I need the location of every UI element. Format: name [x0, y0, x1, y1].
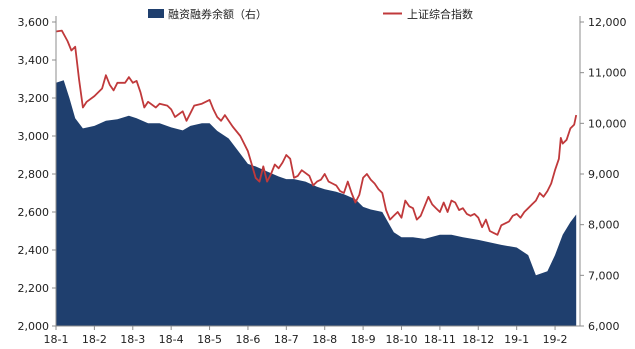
left-tick-label: 2,400 [18, 244, 50, 257]
legend-label-area: 融资融券余额（右） [168, 7, 267, 21]
right-tick-label: 11,000 [588, 67, 627, 80]
x-tick-label: 18-7 [274, 333, 299, 346]
right-tick-label: 7,000 [588, 269, 620, 282]
right-tick-label: 9,000 [588, 168, 620, 181]
axes-layer: 2,000 2,200 2,400 2,600 2,800 3,000 3,200 3,400… [18, 16, 627, 346]
right-tick-label: 6,000 [588, 320, 620, 333]
x-tick-label: 18-3 [120, 333, 145, 346]
legend-label-line: 上证综合指数 [407, 7, 473, 21]
left-tick-label: 2,000 [18, 320, 50, 333]
series-line-shanghai-index [55, 29, 578, 236]
x-tick-label: 18-6 [235, 333, 260, 346]
area-layer [56, 80, 577, 326]
right-tick-label: 8,000 [588, 219, 620, 232]
right-tick-label: 10,000 [588, 117, 627, 130]
x-tick-label: 18-1 [44, 333, 69, 346]
x-tick-label: 19-1 [504, 333, 529, 346]
left-tick-label: 3,400 [18, 54, 50, 67]
x-tick-label: 18-10 [386, 333, 418, 346]
left-tick-label: 3,600 [18, 16, 50, 29]
x-tick-label: 18-4 [159, 333, 184, 346]
legend: 融资融券余额（右） 上证综合指数 [148, 7, 473, 21]
left-tick-label: 3,200 [18, 92, 50, 105]
right-tick-label: 12,000 [588, 16, 627, 29]
x-tick-label: 18-8 [312, 333, 337, 346]
x-tick-label: 18-5 [197, 333, 222, 346]
x-tick-label: 18-12 [462, 333, 494, 346]
legend-swatch-area [148, 9, 164, 18]
x-tick-label: 19-2 [543, 333, 568, 346]
left-tick-label: 3,000 [18, 130, 50, 143]
x-tick-label: 18-9 [351, 333, 376, 346]
line-layer [55, 29, 578, 236]
series-area-margin-balance [56, 80, 577, 326]
x-tick-label: 18-2 [82, 333, 107, 346]
left-tick-label: 2,800 [18, 168, 50, 181]
left-tick-label: 2,200 [18, 282, 50, 295]
x-tick-label: 18-11 [424, 333, 456, 346]
left-tick-label: 2,600 [18, 206, 50, 219]
